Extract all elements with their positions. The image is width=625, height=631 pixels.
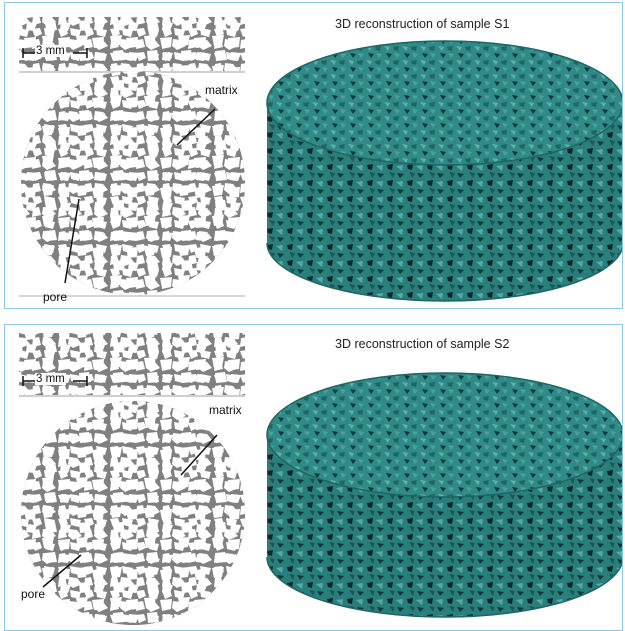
cross-section-strip-s1 [19, 17, 245, 73]
matrix-pointer-s2 [180, 434, 218, 476]
scale-label-s2: 3 mm [35, 373, 66, 385]
reconstruction-3d-s2 [266, 372, 622, 618]
matrix-pointer-s1 [176, 108, 216, 146]
pore-label-s1: pore [43, 290, 68, 304]
panel-sample-s1: 3D reconstruction of sample S1 3 mm matr… [4, 2, 623, 309]
pore-label-s2: pore [21, 587, 46, 601]
circular-cross-section-s1 [19, 71, 245, 297]
matrix-label-s2: matrix [209, 403, 242, 417]
scale-bar-s1 [22, 48, 88, 58]
panel-s2-graphics [19, 333, 622, 625]
pore-pointer-s1 [64, 198, 80, 284]
matrix-label-s1: matrix [205, 83, 238, 97]
reconstruction-title-s2: 3D reconstruction of sample S2 [335, 337, 510, 351]
scale-bar-s2 [22, 376, 88, 386]
circular-cross-section-s2 [21, 401, 245, 625]
pore-pointer-s2 [42, 554, 82, 588]
reconstruction-title-s1: 3D reconstruction of sample S1 [335, 17, 510, 31]
reconstruction-3d-s1 [266, 40, 622, 302]
panel-s1-graphics [19, 17, 622, 302]
scale-label-s1: 3 mm [35, 45, 66, 57]
panel-sample-s2: 3D reconstruction of sample S2 3 mm matr… [4, 324, 623, 631]
cross-section-strip-s2 [19, 333, 245, 397]
